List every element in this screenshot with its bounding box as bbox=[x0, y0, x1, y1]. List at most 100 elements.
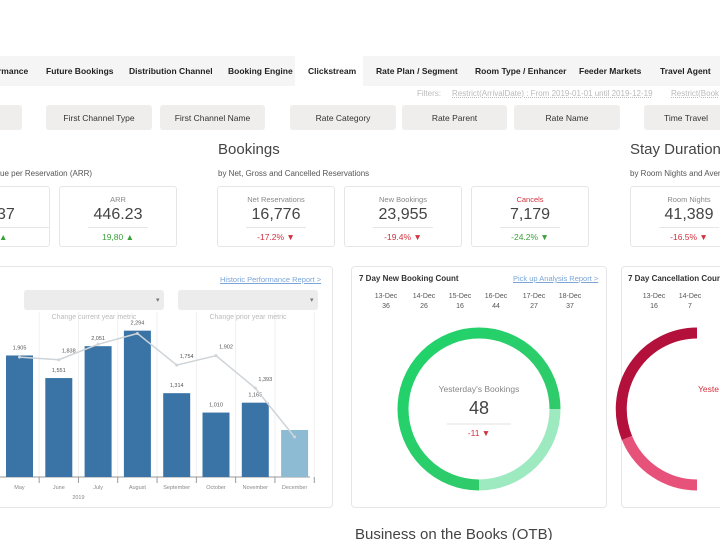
donut-label: Yesterday's Bookings bbox=[438, 384, 520, 394]
bar bbox=[84, 346, 112, 477]
panel-title: 7 Day New Booking Count bbox=[359, 274, 459, 283]
x-tick-label: June bbox=[53, 485, 65, 491]
date-label: 18-Dec bbox=[558, 293, 582, 300]
filter-button[interactable]: First Channel Name bbox=[160, 105, 265, 130]
line-point bbox=[253, 386, 257, 390]
filter-button[interactable]: First Channel Type bbox=[46, 105, 152, 130]
tab[interactable]: Room Type / Enhancer bbox=[475, 66, 567, 76]
tab[interactable]: Future Bookings bbox=[46, 66, 114, 76]
date-label: 17-Dec bbox=[522, 293, 546, 300]
bar bbox=[241, 402, 269, 477]
section-subtitle: by Net, Gross and Cancelled Reservations bbox=[218, 169, 370, 178]
donut-arc bbox=[621, 435, 698, 491]
kpi-card: 37 ▲ bbox=[0, 186, 50, 247]
report-link[interactable]: Pick up Analysis Report > bbox=[513, 274, 599, 283]
divider bbox=[246, 227, 306, 228]
date-label: 16-Dec bbox=[484, 293, 508, 300]
bar bbox=[45, 378, 73, 477]
x-tick-label: August bbox=[129, 485, 147, 491]
count-label: 26 bbox=[420, 303, 428, 310]
cancel-panel bbox=[621, 266, 720, 508]
filter-button[interactable]: Rate Parent bbox=[402, 105, 507, 130]
kpi-value: 41,389 bbox=[664, 206, 714, 223]
line-point bbox=[18, 355, 21, 359]
dropdown-arrow: ▾ bbox=[310, 297, 314, 304]
x-tick-label: July bbox=[93, 485, 103, 491]
donut-label: Yeste bbox=[698, 384, 719, 394]
pickup-panel bbox=[351, 266, 607, 508]
line-label: 1,838 bbox=[62, 349, 76, 355]
kpi-card: ARR 446.23 19,80 ▲ bbox=[59, 186, 177, 247]
filter-item[interactable]: Restrict(Book bbox=[671, 89, 720, 98]
kpi-change: -17.2% ▼ bbox=[257, 232, 295, 242]
divider bbox=[0, 227, 49, 228]
kpi-value: 37 bbox=[0, 206, 15, 223]
filter-button[interactable]: Rate Category bbox=[290, 105, 396, 130]
bar-label: 1,551 bbox=[52, 368, 66, 374]
count-label: 37 bbox=[566, 303, 574, 310]
date-label: 15-Dec bbox=[448, 293, 472, 300]
divider bbox=[659, 227, 719, 228]
tab[interactable]: Clickstream bbox=[308, 66, 357, 76]
report-link[interactable]: Historic Performance Report > bbox=[220, 275, 322, 284]
tab[interactable]: Travel Agent bbox=[660, 66, 711, 76]
filters-label: Filters: bbox=[417, 89, 441, 98]
line-point bbox=[96, 342, 100, 346]
kpi-label: Net Reservations bbox=[247, 195, 305, 204]
filter-button[interactable] bbox=[0, 105, 22, 130]
line-label: 1,754 bbox=[180, 354, 194, 360]
kpi-change: -19.4% ▼ bbox=[384, 232, 422, 242]
kpi-change: -24.2% ▼ bbox=[511, 232, 549, 242]
tab[interactable]: Feeder Markets bbox=[579, 66, 642, 76]
line-point bbox=[135, 331, 139, 335]
divider bbox=[500, 227, 560, 228]
donut-change: -11 ▼ bbox=[467, 428, 491, 438]
bar-label: 1,010 bbox=[209, 403, 223, 409]
date-label: 14-Dec bbox=[678, 293, 702, 300]
active-tab bbox=[295, 56, 363, 86]
x-tick-label: December bbox=[282, 485, 308, 491]
kpi-card: New Bookings 23,955 -19.4% ▼ bbox=[344, 186, 462, 247]
dropdown[interactable] bbox=[178, 290, 318, 310]
x-tick-label: September bbox=[163, 485, 190, 491]
bar-label: 2,051 bbox=[91, 336, 105, 342]
count-label: 16 bbox=[456, 303, 464, 310]
line-point bbox=[214, 354, 218, 358]
filter-item[interactable]: Restrict(ArrivalDate) : From 2019-01-01 … bbox=[452, 89, 653, 98]
kpi-value: 7,179 bbox=[509, 206, 551, 223]
tab[interactable]: Distribution Channel bbox=[129, 66, 213, 76]
dropdown-label: Change prior year metric bbox=[209, 314, 287, 321]
line-point bbox=[293, 435, 297, 439]
count-label: 36 bbox=[382, 303, 390, 310]
bar bbox=[202, 412, 230, 477]
tab[interactable]: rmance bbox=[0, 66, 29, 76]
kpi-value: 16,776 bbox=[251, 206, 301, 223]
line bbox=[19, 332, 296, 438]
count-label: 16 bbox=[650, 303, 658, 310]
section-title: Business on the Books (OTB) bbox=[355, 526, 553, 540]
count-label: 44 bbox=[492, 303, 500, 310]
tab[interactable]: Booking Engine bbox=[228, 66, 293, 76]
date-label: 13-Dec bbox=[374, 293, 398, 300]
filter-button[interactable]: Time Travel bbox=[644, 105, 720, 130]
section-title: Stay Duration bbox=[630, 141, 720, 158]
section-subtitle: by Room Nights and Avera bbox=[630, 169, 720, 178]
bar bbox=[123, 330, 151, 477]
bar bbox=[6, 355, 33, 477]
tab[interactable]: Rate Plan / Segment bbox=[376, 66, 458, 76]
x-tick-label: November bbox=[243, 485, 269, 491]
bar bbox=[163, 393, 191, 477]
kpi-label: Room Nights bbox=[667, 195, 711, 204]
bar-label: 1,905 bbox=[13, 345, 27, 351]
line-label: 1,393 bbox=[258, 377, 272, 383]
dropdown[interactable] bbox=[24, 290, 164, 310]
kpi-card: Room Nights 41,389 -16.5% ▼ bbox=[630, 186, 720, 247]
date-label: 13-Dec bbox=[642, 293, 666, 300]
kpi-change: ▲ bbox=[0, 232, 8, 242]
filter-button[interactable]: Rate Name bbox=[514, 105, 620, 130]
bar-label: 1,314 bbox=[170, 383, 184, 389]
count-label: 7 bbox=[688, 303, 692, 310]
divider bbox=[373, 227, 433, 228]
